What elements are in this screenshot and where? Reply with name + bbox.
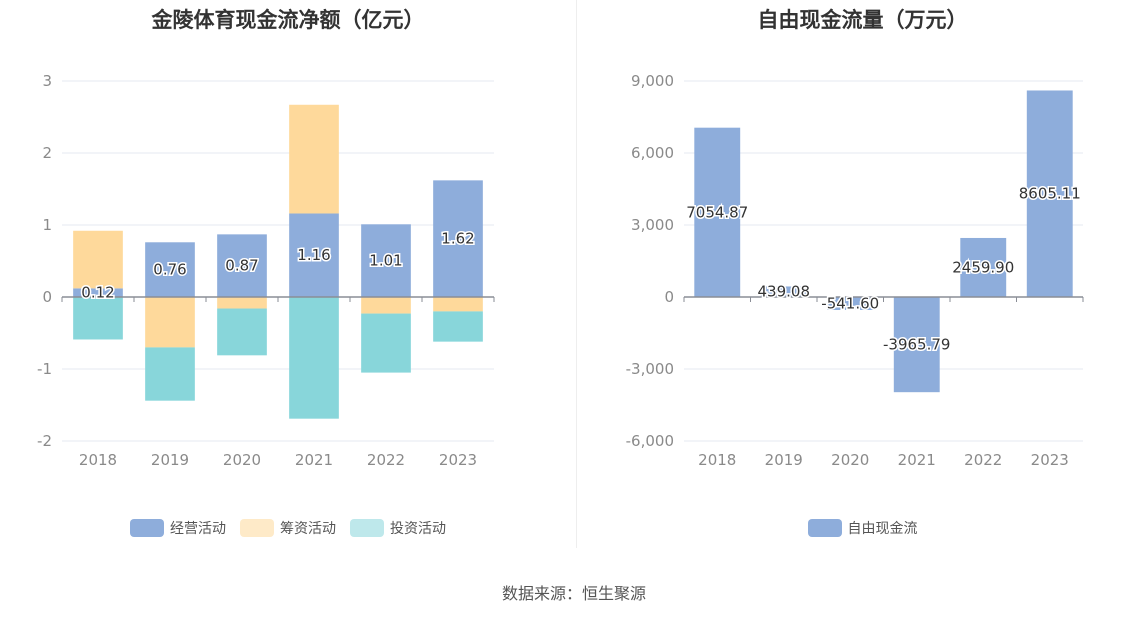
left-bar: [433, 180, 483, 297]
left-x-tick-label: 2018: [79, 451, 117, 469]
right-legend-label: 自由现金流: [847, 521, 918, 537]
right-x-tick-label: 2023: [1031, 451, 1069, 469]
left-chart-legend: 经营活动 筹资活动 投资活动: [0, 518, 576, 538]
left-x-tick-label: 2022: [367, 451, 405, 469]
left-chart-plot: -2 -1 0 1 2 3 2018 2019 2020 2021 2022 2023 0.12 0.76…: [37, 72, 495, 469]
left-legend-item[interactable]: 筹资活动: [240, 518, 336, 538]
data-source-note: 数据来源：恒生聚源: [501, 584, 646, 603]
right-data-label: -3965.79: [883, 336, 950, 354]
left-y-tick-label: 0: [42, 288, 52, 306]
right-legend-item[interactable]: 自由现金流: [807, 518, 918, 538]
left-y-tick-label: 1: [42, 216, 52, 234]
left-legend-swatch: [130, 519, 164, 537]
right-x-tick-label: 2019: [765, 451, 803, 469]
right-bar: [694, 127, 741, 297]
left-bar: [73, 297, 123, 340]
left-y-tick-label: 2: [42, 144, 52, 162]
right-y-tick-label: -3,000: [626, 360, 674, 378]
left-data-label: 1.01: [369, 252, 402, 270]
right-bar: [827, 297, 874, 310]
left-chart-title: 金陵体育现金流净额（亿元）: [151, 8, 425, 32]
right-y-tick-label: 0: [664, 288, 674, 306]
right-y-tick-label: -6,000: [626, 432, 674, 450]
left-data-label: 0.12: [81, 284, 114, 302]
right-x-tick-label: 2021: [898, 451, 936, 469]
left-x-tick-label: 2023: [439, 451, 477, 469]
right-data-label: 8605.11: [1019, 185, 1081, 203]
left-bar: [289, 104, 339, 214]
left-y-tick-label: -1: [37, 360, 52, 378]
left-data-label: 1.16: [297, 246, 330, 264]
right-bar: [893, 297, 940, 393]
left-x-tick-label: 2019: [151, 451, 189, 469]
left-bar: [73, 288, 123, 297]
left-bar: [217, 308, 267, 356]
left-chart-panel: 金陵体育现金流净额（亿元） -2 -1 0 1 2 3 2018 2019 2020 2021 20…: [0, 0, 576, 560]
left-legend-label: 筹资活动: [280, 521, 336, 537]
right-y-tick-label: 3,000: [631, 216, 674, 234]
left-data-label: 1.62: [441, 230, 474, 248]
right-chart-title: 自由现金流量（万元）: [757, 8, 968, 32]
left-legend-item[interactable]: 经营活动: [130, 518, 226, 538]
right-legend-swatch: [807, 519, 842, 537]
left-x-tick-label: 2021: [295, 451, 333, 469]
left-data-label: 0.76: [153, 261, 186, 279]
right-chart-legend: 自由现金流: [577, 518, 1148, 538]
right-data-label: -541.60: [821, 294, 879, 312]
left-bar: [433, 311, 483, 342]
left-legend-label: 投资活动: [390, 521, 446, 537]
right-data-label: 439.08: [758, 283, 811, 301]
left-bar: [217, 234, 267, 297]
right-y-tick-label: 9,000: [631, 72, 674, 90]
right-chart-panel: 自由现金流量（万元） -6,000 -3,000 0 3,000 6,000 9,000 2…: [577, 0, 1148, 560]
left-bar: [289, 297, 339, 419]
left-legend-item[interactable]: 投资活动: [350, 518, 446, 538]
left-bar: [433, 297, 483, 312]
right-x-tick-label: 2020: [831, 451, 869, 469]
left-bar: [73, 230, 123, 289]
left-bar: [361, 224, 411, 297]
right-y-tick-label: 6,000: [631, 144, 674, 162]
left-y-tick-label: -2: [37, 432, 52, 450]
left-x-tick-label: 2020: [223, 451, 261, 469]
right-x-tick-label: 2018: [698, 451, 736, 469]
left-data-label: 0.87: [225, 257, 258, 275]
left-bar: [289, 213, 339, 297]
left-bar: [361, 313, 411, 373]
right-x-tick-label: 2022: [964, 451, 1002, 469]
left-legend-swatch: [350, 519, 384, 537]
right-bar: [760, 286, 807, 297]
right-bar: [960, 237, 1007, 297]
left-bar: [145, 242, 195, 297]
right-chart-plot: -6,000 -3,000 0 3,000 6,000 9,000 2018 2019 2020…: [626, 72, 1084, 469]
left-bar: [217, 297, 267, 309]
right-data-label: 7054.87: [686, 203, 748, 221]
left-legend-swatch: [240, 519, 274, 537]
panel-divider: [576, 0, 577, 548]
left-y-tick-label: 3: [42, 72, 52, 90]
left-bar: [361, 297, 411, 314]
right-data-label: 2459.90: [952, 258, 1014, 276]
left-legend-label: 经营活动: [170, 521, 226, 537]
left-bar: [145, 297, 195, 348]
right-bar: [1026, 90, 1073, 298]
left-bar: [145, 347, 195, 401]
